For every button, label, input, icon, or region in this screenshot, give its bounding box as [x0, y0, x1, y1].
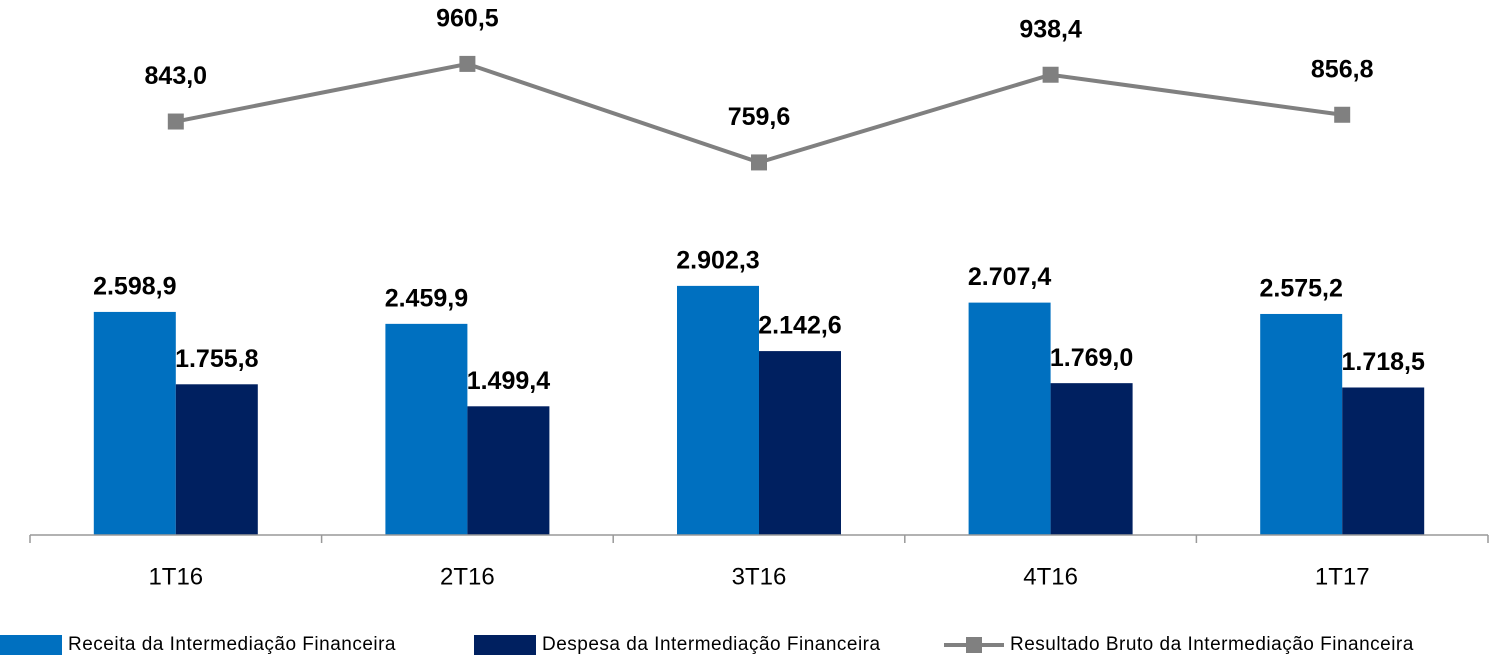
- line-marker: [1042, 66, 1059, 83]
- value-label: 2.459,9: [385, 284, 468, 312]
- value-label: 1.499,4: [467, 367, 551, 395]
- x-tick-label: 2T16: [440, 563, 495, 590]
- value-label: 2.575,2: [1259, 275, 1342, 303]
- x-tick-label: 3T16: [732, 563, 787, 590]
- value-label: 2.598,9: [93, 273, 176, 301]
- value-label: 1.769,0: [1050, 344, 1133, 372]
- legend-label: Despesa da Intermediação Financeira: [542, 634, 881, 655]
- line-marker: [167, 113, 184, 130]
- bar: [759, 351, 841, 535]
- value-label: 938,4: [1019, 15, 1082, 43]
- value-label: 2.142,6: [758, 312, 841, 340]
- value-label: 856,8: [1311, 55, 1374, 83]
- bar: [385, 323, 468, 535]
- value-label: 1.718,5: [1341, 348, 1425, 376]
- x-tick-label: 1T17: [1315, 563, 1370, 590]
- legend-swatch: [0, 635, 62, 655]
- x-tick-label: 4T16: [1023, 563, 1078, 590]
- value-label: 2.902,3: [676, 246, 759, 274]
- line-marker: [1334, 106, 1351, 123]
- legend-label: Resultado Bruto da Intermediação Finance…: [1010, 634, 1414, 655]
- x-tick-label: 1T16: [148, 563, 203, 590]
- value-label: 2.707,4: [968, 263, 1052, 291]
- bar: [467, 406, 550, 535]
- bar: [968, 302, 1051, 535]
- legend-marker: [966, 637, 982, 653]
- bar: [175, 384, 258, 535]
- value-label: 759,6: [728, 103, 791, 131]
- value-label: 1.755,8: [175, 345, 259, 373]
- bar: [1050, 383, 1133, 535]
- value-label: 960,5: [436, 5, 499, 33]
- bar: [1260, 313, 1343, 535]
- value-label: 843,0: [145, 62, 208, 90]
- bar: [93, 311, 176, 535]
- legend-swatch: [474, 635, 536, 655]
- line-marker: [751, 154, 767, 171]
- bar: [1342, 387, 1425, 535]
- bar: [677, 285, 759, 535]
- legend-label: Receita da Intermediação Financeira: [68, 634, 396, 655]
- line-marker: [459, 55, 476, 72]
